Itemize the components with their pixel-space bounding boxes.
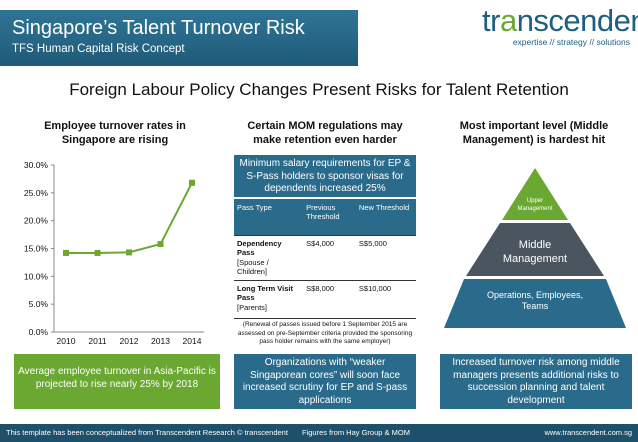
col3-heading: Most important level (Middle Management) … <box>459 120 609 146</box>
col1-heading: Employee turnover rates in Singapore are … <box>44 120 186 146</box>
management-pyramid: Upper Management Middle Management Operati… <box>444 168 626 328</box>
y-tick-label: 5.0% <box>29 299 49 309</box>
logo-tagline: expertise // strategy // solutions <box>512 37 630 47</box>
salary-info-box: Minimum salary requirements for EP & S-P… <box>234 155 416 197</box>
series-line <box>66 182 193 254</box>
footer-figures: Figures from Hay Group & MOM <box>302 428 410 437</box>
y-tick-label: 25.0% <box>24 188 49 198</box>
pyramid-top-label: Upper Management <box>517 198 552 212</box>
renewal-note: (Renewal of passes issued before 1 Septe… <box>237 321 413 345</box>
page-subtitle: TFS Human Capital Risk Concept <box>12 43 185 55</box>
y-tick-label: 30.0% <box>24 160 49 170</box>
pyramid-bottom-label: Operations, Employees, Teams <box>487 290 583 311</box>
x-tick-label: 2013 <box>151 336 170 346</box>
col2-summary-box: Organizations with “weaker Singaporean c… <box>234 354 416 409</box>
data-point <box>157 241 164 248</box>
page-title: Singapore’s Talent Turnover Risk <box>12 17 305 39</box>
table-row: Dependency Pass [Spouse / Children] S$4,0… <box>234 234 416 280</box>
y-tick-label: 20.0% <box>24 216 49 226</box>
data-point <box>94 249 101 256</box>
th-new: New Threshold <box>355 199 416 235</box>
slide-headline: Foreign Labour Policy Changes Present Ri… <box>69 80 569 99</box>
footer-bar: This template has been conceptualized fr… <box>0 424 638 442</box>
data-point <box>189 179 195 186</box>
pass-threshold-table: Pass Type Previous Threshold New Thresho… <box>234 199 416 319</box>
pyramid-middle <box>466 223 604 276</box>
col2-heading: Certain MOM regulations may make retentio… <box>247 120 403 146</box>
x-tick-label: 2012 <box>120 336 139 346</box>
y-tick-label: 0.0% <box>29 327 49 337</box>
x-tick-label: 2010 <box>57 336 76 346</box>
pyramid-top <box>502 168 568 220</box>
x-tick-label: 2011 <box>88 336 107 346</box>
table-row: Long Term Visit Pass [Parents] S$8,000 S$… <box>234 279 416 318</box>
col3-summary-box: Increased turnover risk among middle man… <box>440 354 632 409</box>
turnover-line-chart: 0.0% 5.0% 10.0% 15.0% 20.0% 25.0% 30.0% 2010 201… <box>24 160 204 346</box>
col1-summary-box: Average employee turnover in Asia-Pacifi… <box>14 354 220 409</box>
th-previous: Previous Threshold <box>303 199 356 235</box>
footer-website[interactable]: www.transcendent.com.sg <box>544 428 632 437</box>
y-tick-label: 15.0% <box>24 244 49 254</box>
pyramid-middle-label: Middle Management <box>503 239 567 265</box>
data-point <box>63 249 69 256</box>
logo-wordmark: transcendent <box>482 3 638 38</box>
x-tick-label: 2014 <box>183 336 202 346</box>
y-tick-label: 10.0% <box>24 271 49 281</box>
pyramid-bottom <box>444 279 626 328</box>
footer-source: This template has been conceptualized fr… <box>6 428 288 437</box>
transcendent-logo: transcendent expertise // strategy // so… <box>482 3 638 60</box>
data-point <box>126 249 132 256</box>
title-banner: Singapore’s Talent Turnover Risk TFS Hum… <box>0 10 358 66</box>
th-pass-type: Pass Type <box>234 199 304 235</box>
